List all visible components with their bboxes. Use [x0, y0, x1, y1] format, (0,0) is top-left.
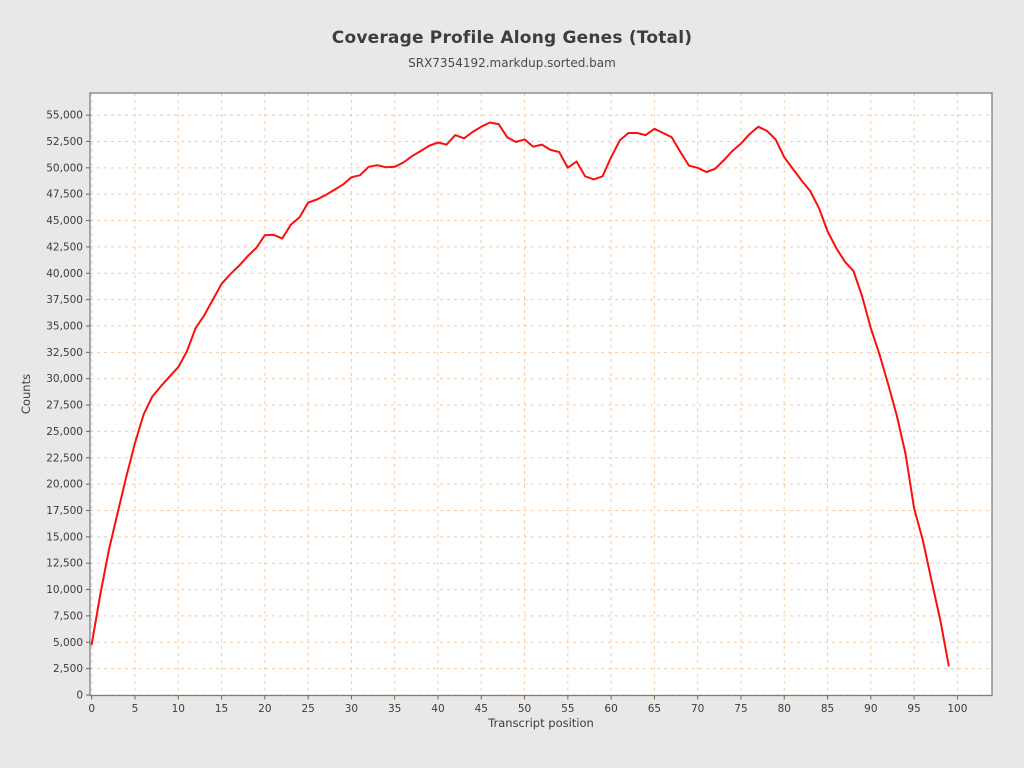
coverage-line [90, 121, 950, 667]
x-tick-label: 50 [518, 703, 531, 715]
y-tick-label: 20,000 [46, 479, 83, 491]
y-tick-label: 50,000 [46, 162, 83, 174]
x-tick-label: 0 [88, 703, 95, 715]
x-tick-label: 55 [561, 703, 574, 715]
x-tick-label: 20 [258, 703, 271, 715]
y-tick-label: 15,000 [46, 531, 83, 543]
x-tick-label: 85 [821, 703, 834, 715]
y-tick-label: 42,500 [46, 241, 83, 253]
x-tick-label: 60 [604, 703, 617, 715]
x-tick-label: 90 [864, 703, 877, 715]
y-tick-label: 47,500 [46, 189, 83, 201]
chart-subtitle: SRX7354192.markdup.sorted.bam [408, 56, 616, 70]
x-tick-label: 40 [431, 703, 444, 715]
y-tick-label: 52,500 [46, 136, 83, 148]
x-tick-label: 80 [778, 703, 791, 715]
y-tick-label: 2,500 [53, 663, 83, 675]
y-tick-label: 35,000 [46, 320, 83, 332]
plot-frame [89, 92, 993, 697]
x-tick-label: 5 [132, 703, 139, 715]
y-tick-label: 0 [76, 690, 83, 702]
y-tick-label: 17,500 [46, 505, 83, 517]
x-tick-label: 100 [947, 703, 967, 715]
x-tick-label: 95 [907, 703, 920, 715]
x-tick-label: 30 [345, 703, 358, 715]
x-tick-label: 75 [734, 703, 747, 715]
y-tick-label: 55,000 [46, 110, 83, 122]
x-tick-label: 45 [475, 703, 488, 715]
y-tick-label: 5,000 [53, 637, 83, 649]
y-tick-label: 10,000 [46, 584, 83, 596]
plot-area [90, 93, 992, 696]
y-tick-label: 22,500 [46, 452, 83, 464]
y-tick-label: 30,000 [46, 373, 83, 385]
y-tick-label: 32,500 [46, 347, 83, 359]
x-tick-label: 15 [215, 703, 228, 715]
y-axis-label: Counts [19, 374, 33, 414]
x-tick-label: 25 [301, 703, 314, 715]
y-tick-label: 40,000 [46, 268, 83, 280]
y-tick-label: 12,500 [46, 558, 83, 570]
y-tick-label: 25,000 [46, 426, 83, 438]
y-tick-label: 37,500 [46, 294, 83, 306]
x-tick-label: 65 [648, 703, 661, 715]
x-tick-label: 10 [172, 703, 185, 715]
y-tick-label: 27,500 [46, 400, 83, 412]
x-tick-label: 35 [388, 703, 401, 715]
y-tick-label: 45,000 [46, 215, 83, 227]
y-tick-label: 7,500 [53, 610, 83, 622]
chart-title: Coverage Profile Along Genes (Total) [331, 28, 693, 48]
x-tick-label: 70 [691, 703, 704, 715]
x-axis-label: Transcript position [487, 716, 594, 730]
